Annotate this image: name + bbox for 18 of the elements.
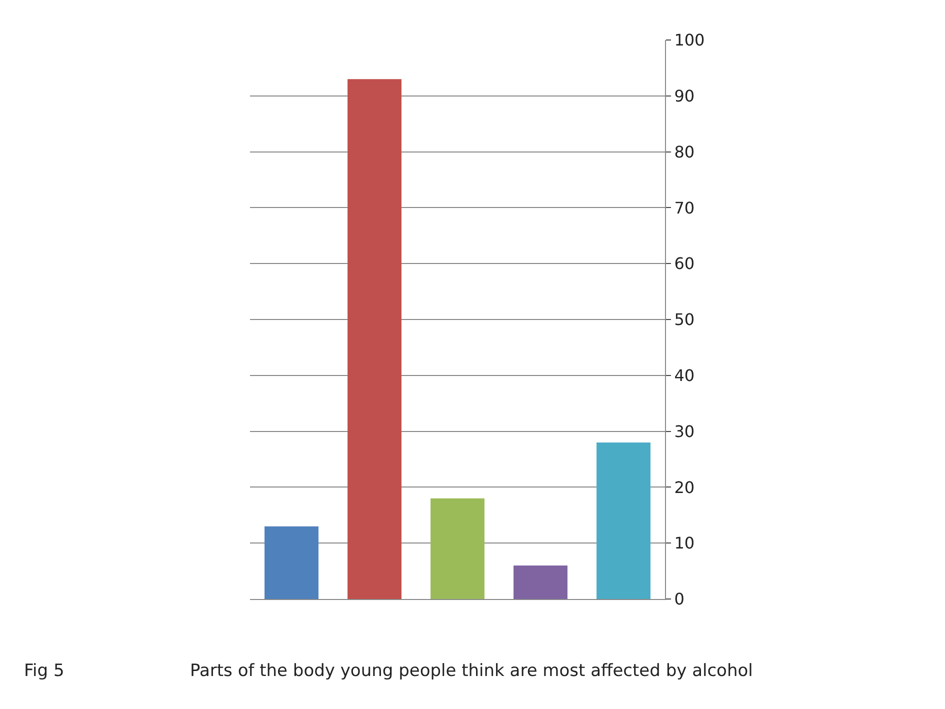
y-tick-label: 100 [674, 30, 705, 50]
caption: Fig 5 [24, 661, 64, 681]
text: Parts of the body young people think are most affected by alcohol [190, 661, 753, 681]
y-tick-label: 30 [674, 422, 695, 441]
y-tick-label: 50 [674, 310, 695, 330]
y-tick-label: 0 [674, 590, 684, 609]
y-tick-label: 60 [674, 254, 695, 274]
bar [264, 526, 318, 599]
y-tick-label: 40 [674, 366, 695, 385]
bar [514, 565, 568, 599]
bar [348, 79, 402, 599]
bar [430, 498, 484, 599]
y-tick-label: 10 [674, 534, 695, 553]
y-tick-label: 80 [674, 142, 695, 162]
bar [596, 442, 650, 599]
y-tick-label: 20 [674, 478, 695, 497]
y-tick-label: 70 [674, 198, 695, 218]
y-tick-label: 90 [674, 86, 695, 106]
